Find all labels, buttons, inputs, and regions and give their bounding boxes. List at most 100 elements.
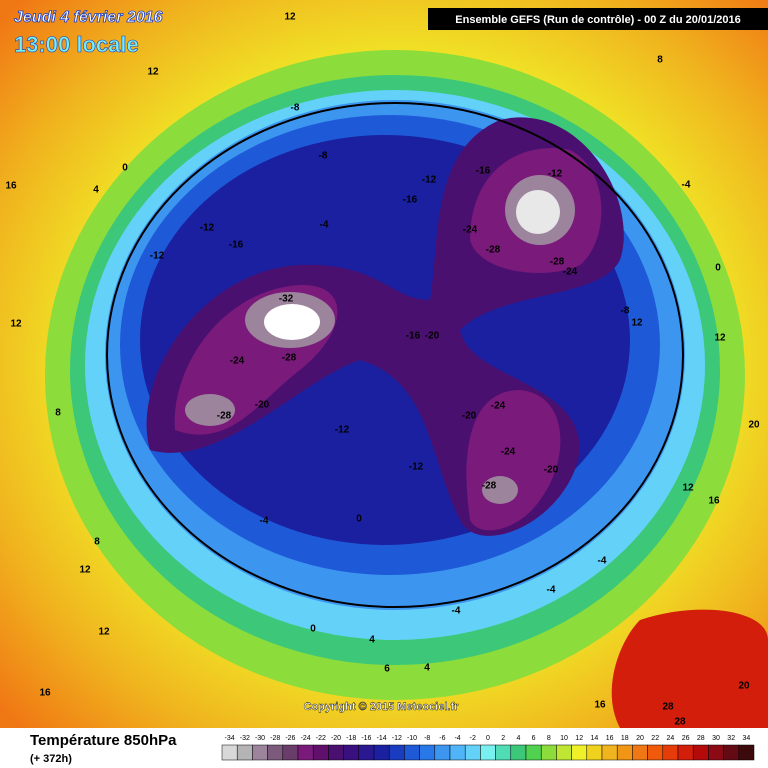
colorbar-tick-label: -2 [470, 735, 476, 742]
colorbar-tick-label: -34 [225, 735, 235, 742]
run-info: Ensemble GEFS (Run de contrôle) - 00 Z d… [455, 14, 740, 26]
colorbar-swatch [708, 744, 724, 761]
colorbar-tick-label: 22 [651, 735, 659, 742]
colorbar-swatch [495, 744, 512, 761]
forecast-time: 13:00 locale [14, 32, 139, 57]
contour-label: 4 [369, 635, 375, 646]
colorbar-tick-label: 26 [682, 735, 690, 742]
colorbar-swatch [449, 744, 466, 761]
contour-label: -28 [486, 245, 501, 256]
colorbar-swatch [388, 744, 405, 761]
contour-label: -28 [282, 353, 297, 364]
colorbar-swatch [221, 744, 238, 761]
contour-label: -4 [547, 585, 556, 596]
colorbar-tick-label: 6 [532, 735, 536, 742]
contour-label: 12 [10, 319, 22, 330]
colorbar-tick-label: 16 [606, 735, 614, 742]
colorbar-swatch [738, 744, 755, 761]
colorbar-tick-label: -20 [331, 735, 341, 742]
copyright: Copyright © 2015 Meteociel.fr [304, 701, 460, 713]
colorbar-tick-label: -8 [424, 735, 430, 742]
colorbar-swatch [662, 744, 679, 761]
colorbar-tick-label: -6 [439, 735, 445, 742]
contour-label: -12 [335, 425, 350, 436]
contour-label: 8 [657, 55, 663, 66]
contour-label: -12 [200, 223, 215, 234]
contour-label: 0 [310, 624, 316, 635]
colorbar-tick-label: -30 [255, 735, 265, 742]
contour-label: -24 [563, 267, 578, 278]
contour-label: 20 [738, 681, 750, 692]
contour-label: 16 [708, 496, 720, 507]
colorbar-tick-label: -22 [316, 735, 326, 742]
colorbar-swatch [404, 744, 420, 761]
contour-label: 16 [39, 688, 51, 699]
colorbar-swatch [677, 744, 694, 761]
colorbar-swatch [540, 744, 557, 761]
colorbar-swatch [525, 744, 542, 761]
contour-label: 4 [424, 663, 430, 674]
forecast-date: Jeudi 4 février 2016 [14, 9, 163, 26]
colorbar-swatch [571, 744, 588, 761]
lead-time: (+ 372h) [30, 753, 72, 765]
contour-label: -12 [150, 251, 165, 262]
colorbar-tick-label: 4 [516, 735, 520, 742]
colorbar-tick-label: 34 [743, 735, 751, 742]
colorbar-swatch [601, 744, 618, 761]
contour-label: -8 [291, 103, 300, 114]
colorbar-tick-label: -28 [270, 735, 280, 742]
contour-label: 28 [674, 717, 686, 728]
colorbar-tick-label: 28 [697, 735, 705, 742]
colorbar-tick-label: -12 [392, 735, 402, 742]
colorbar-tick-label: 12 [575, 735, 583, 742]
contour-label: -16 [406, 331, 421, 342]
colorbar-tick-label: -32 [240, 735, 250, 742]
temperature-field [45, 50, 768, 728]
contour-label: -20 [425, 331, 440, 342]
colorbar-swatch [464, 744, 481, 761]
colorbar-swatch [692, 744, 709, 761]
contour-label: -16 [229, 240, 244, 251]
colorbar-tick-label: 24 [667, 735, 675, 742]
contour-label: 12 [682, 483, 694, 494]
colorbar: -34 -32 -30 -28 -26 -24 -22 -20 -18 -16 -14 -12 -10-… [221, 735, 755, 761]
colorbar-swatch [358, 744, 375, 761]
contour-label: -4 [598, 556, 607, 567]
contour-label: 12 [79, 565, 91, 576]
contour-label: 16 [594, 700, 606, 711]
contour-label: -28 [482, 481, 497, 492]
colorbar-tick-label: -26 [285, 735, 295, 742]
contour-label: 0 [715, 263, 721, 274]
colorbar-tick-label: 8 [547, 735, 551, 742]
colorbar-tick-label: -16 [361, 735, 371, 742]
contour-label: -4 [260, 516, 269, 527]
contour-label: -32 [279, 294, 294, 305]
colorbar-swatch [632, 744, 648, 761]
contour-label: 12 [284, 12, 296, 23]
run-box [428, 8, 768, 30]
contour-label: -24 [230, 356, 245, 367]
contour-label: -4 [682, 180, 691, 191]
colorbar-swatch [434, 744, 451, 761]
colorbar-tick-label: 2 [501, 735, 505, 742]
colorbar-swatch [252, 744, 268, 761]
contour-label: -12 [409, 462, 424, 473]
colorbar-swatch [586, 744, 603, 761]
variable-name: Température 850hPa [30, 732, 177, 749]
colorbar-tick-label: -10 [407, 735, 417, 742]
contour-label: 16 [5, 181, 17, 192]
colorbar-swatch [616, 744, 633, 761]
colorbar-tick-label: 30 [712, 735, 720, 742]
colorbar-tick-label: 14 [591, 735, 599, 742]
colorbar-swatch [480, 744, 496, 761]
colorbar-swatch [297, 744, 314, 761]
contour-label: -24 [463, 225, 478, 236]
contour-label: 4 [93, 185, 99, 196]
colorbar-swatch [556, 744, 572, 761]
contour-label: -20 [255, 400, 270, 411]
colorbar-tick-label: -14 [377, 735, 387, 742]
contour-label: -24 [501, 447, 516, 458]
